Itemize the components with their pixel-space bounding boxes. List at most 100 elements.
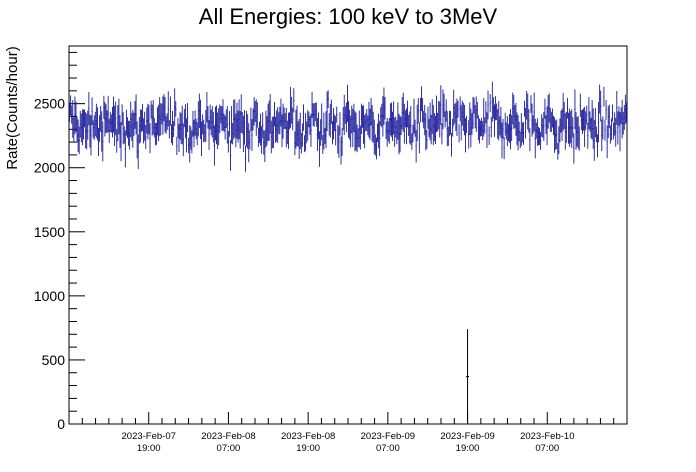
data-point xyxy=(236,102,238,139)
data-point xyxy=(174,88,176,127)
data-point xyxy=(590,117,592,139)
data-point xyxy=(480,117,483,136)
data-point xyxy=(283,107,285,130)
data-point xyxy=(100,106,102,132)
data-point xyxy=(75,101,77,133)
data-point xyxy=(301,123,303,147)
data-point xyxy=(504,112,506,136)
data-point xyxy=(611,104,614,122)
data-point xyxy=(430,114,432,145)
data-point xyxy=(517,115,519,151)
data-point xyxy=(192,110,194,137)
data-point xyxy=(241,112,243,134)
data-point xyxy=(450,133,453,157)
data-point xyxy=(448,110,451,137)
data-point xyxy=(353,103,355,132)
data-point xyxy=(545,115,547,134)
data-point xyxy=(567,112,570,144)
data-point xyxy=(203,119,205,143)
data-point xyxy=(623,105,625,130)
data-point xyxy=(221,106,223,132)
data-point xyxy=(125,109,128,136)
data-point xyxy=(427,106,429,129)
data-point xyxy=(251,119,253,152)
data-point xyxy=(602,116,604,140)
data-point xyxy=(147,103,149,140)
data-point xyxy=(455,102,457,131)
data-point xyxy=(433,113,435,142)
y-tick-label: 1500 xyxy=(34,224,65,240)
data-point xyxy=(341,128,343,156)
data-point xyxy=(605,100,607,120)
data-point xyxy=(453,89,455,126)
data-point xyxy=(394,117,396,147)
data-point xyxy=(244,145,247,172)
data-point xyxy=(354,111,356,152)
data-point xyxy=(306,121,308,144)
data-point xyxy=(176,136,178,156)
data-point xyxy=(108,118,110,143)
data-point xyxy=(377,113,380,149)
data-point xyxy=(563,102,565,130)
data-point xyxy=(269,94,271,134)
data-point xyxy=(160,103,162,136)
data-point xyxy=(338,125,340,158)
data-point xyxy=(535,122,537,139)
data-point xyxy=(597,101,600,143)
data-point xyxy=(177,118,179,138)
data-point xyxy=(493,104,496,137)
data-point xyxy=(395,116,397,138)
data-point xyxy=(116,128,118,153)
data-point xyxy=(461,100,463,126)
data-point xyxy=(440,85,442,126)
data-point xyxy=(607,106,609,138)
data-point xyxy=(320,119,322,146)
data-point xyxy=(421,98,424,123)
data-point xyxy=(516,112,518,146)
data-point xyxy=(72,100,74,138)
data-point xyxy=(331,121,334,145)
data-point xyxy=(139,109,141,143)
data-point xyxy=(249,130,251,150)
data-point xyxy=(401,96,403,130)
data-point xyxy=(415,130,417,163)
data-point xyxy=(151,104,153,136)
data-point xyxy=(593,119,595,161)
data-point xyxy=(397,102,399,140)
data-point xyxy=(343,94,345,136)
data-point xyxy=(117,105,119,142)
data-point xyxy=(87,110,89,140)
data-point xyxy=(393,101,395,135)
data-point xyxy=(332,108,335,140)
data-point xyxy=(311,91,313,118)
data-point xyxy=(410,106,412,145)
data-point xyxy=(390,102,393,137)
data-point xyxy=(524,107,527,139)
data-point xyxy=(514,105,516,129)
data-point xyxy=(284,113,286,130)
data-point xyxy=(166,113,168,130)
data-point xyxy=(266,116,268,146)
x-tick-date-label: 2023-Feb-09 xyxy=(440,431,494,442)
data-point xyxy=(622,111,624,135)
data-point xyxy=(358,110,360,148)
data-point xyxy=(134,100,136,129)
data-point xyxy=(97,127,100,156)
data-point xyxy=(188,137,190,154)
data-point xyxy=(380,107,382,126)
x-tick-time-label: 19:00 xyxy=(137,443,161,454)
data-point xyxy=(253,97,255,126)
data-point xyxy=(312,103,314,126)
data-point xyxy=(507,124,510,142)
data-point xyxy=(197,101,199,137)
data-point xyxy=(399,115,401,153)
data-point xyxy=(515,102,517,136)
data-point xyxy=(232,122,234,145)
data-point xyxy=(130,101,132,138)
x-tick-date-label: 2023-Feb-10 xyxy=(520,431,574,442)
data-point xyxy=(446,111,448,147)
data-point xyxy=(487,90,489,120)
data-point xyxy=(274,116,277,143)
data-point xyxy=(460,105,462,141)
data-point xyxy=(167,91,169,127)
